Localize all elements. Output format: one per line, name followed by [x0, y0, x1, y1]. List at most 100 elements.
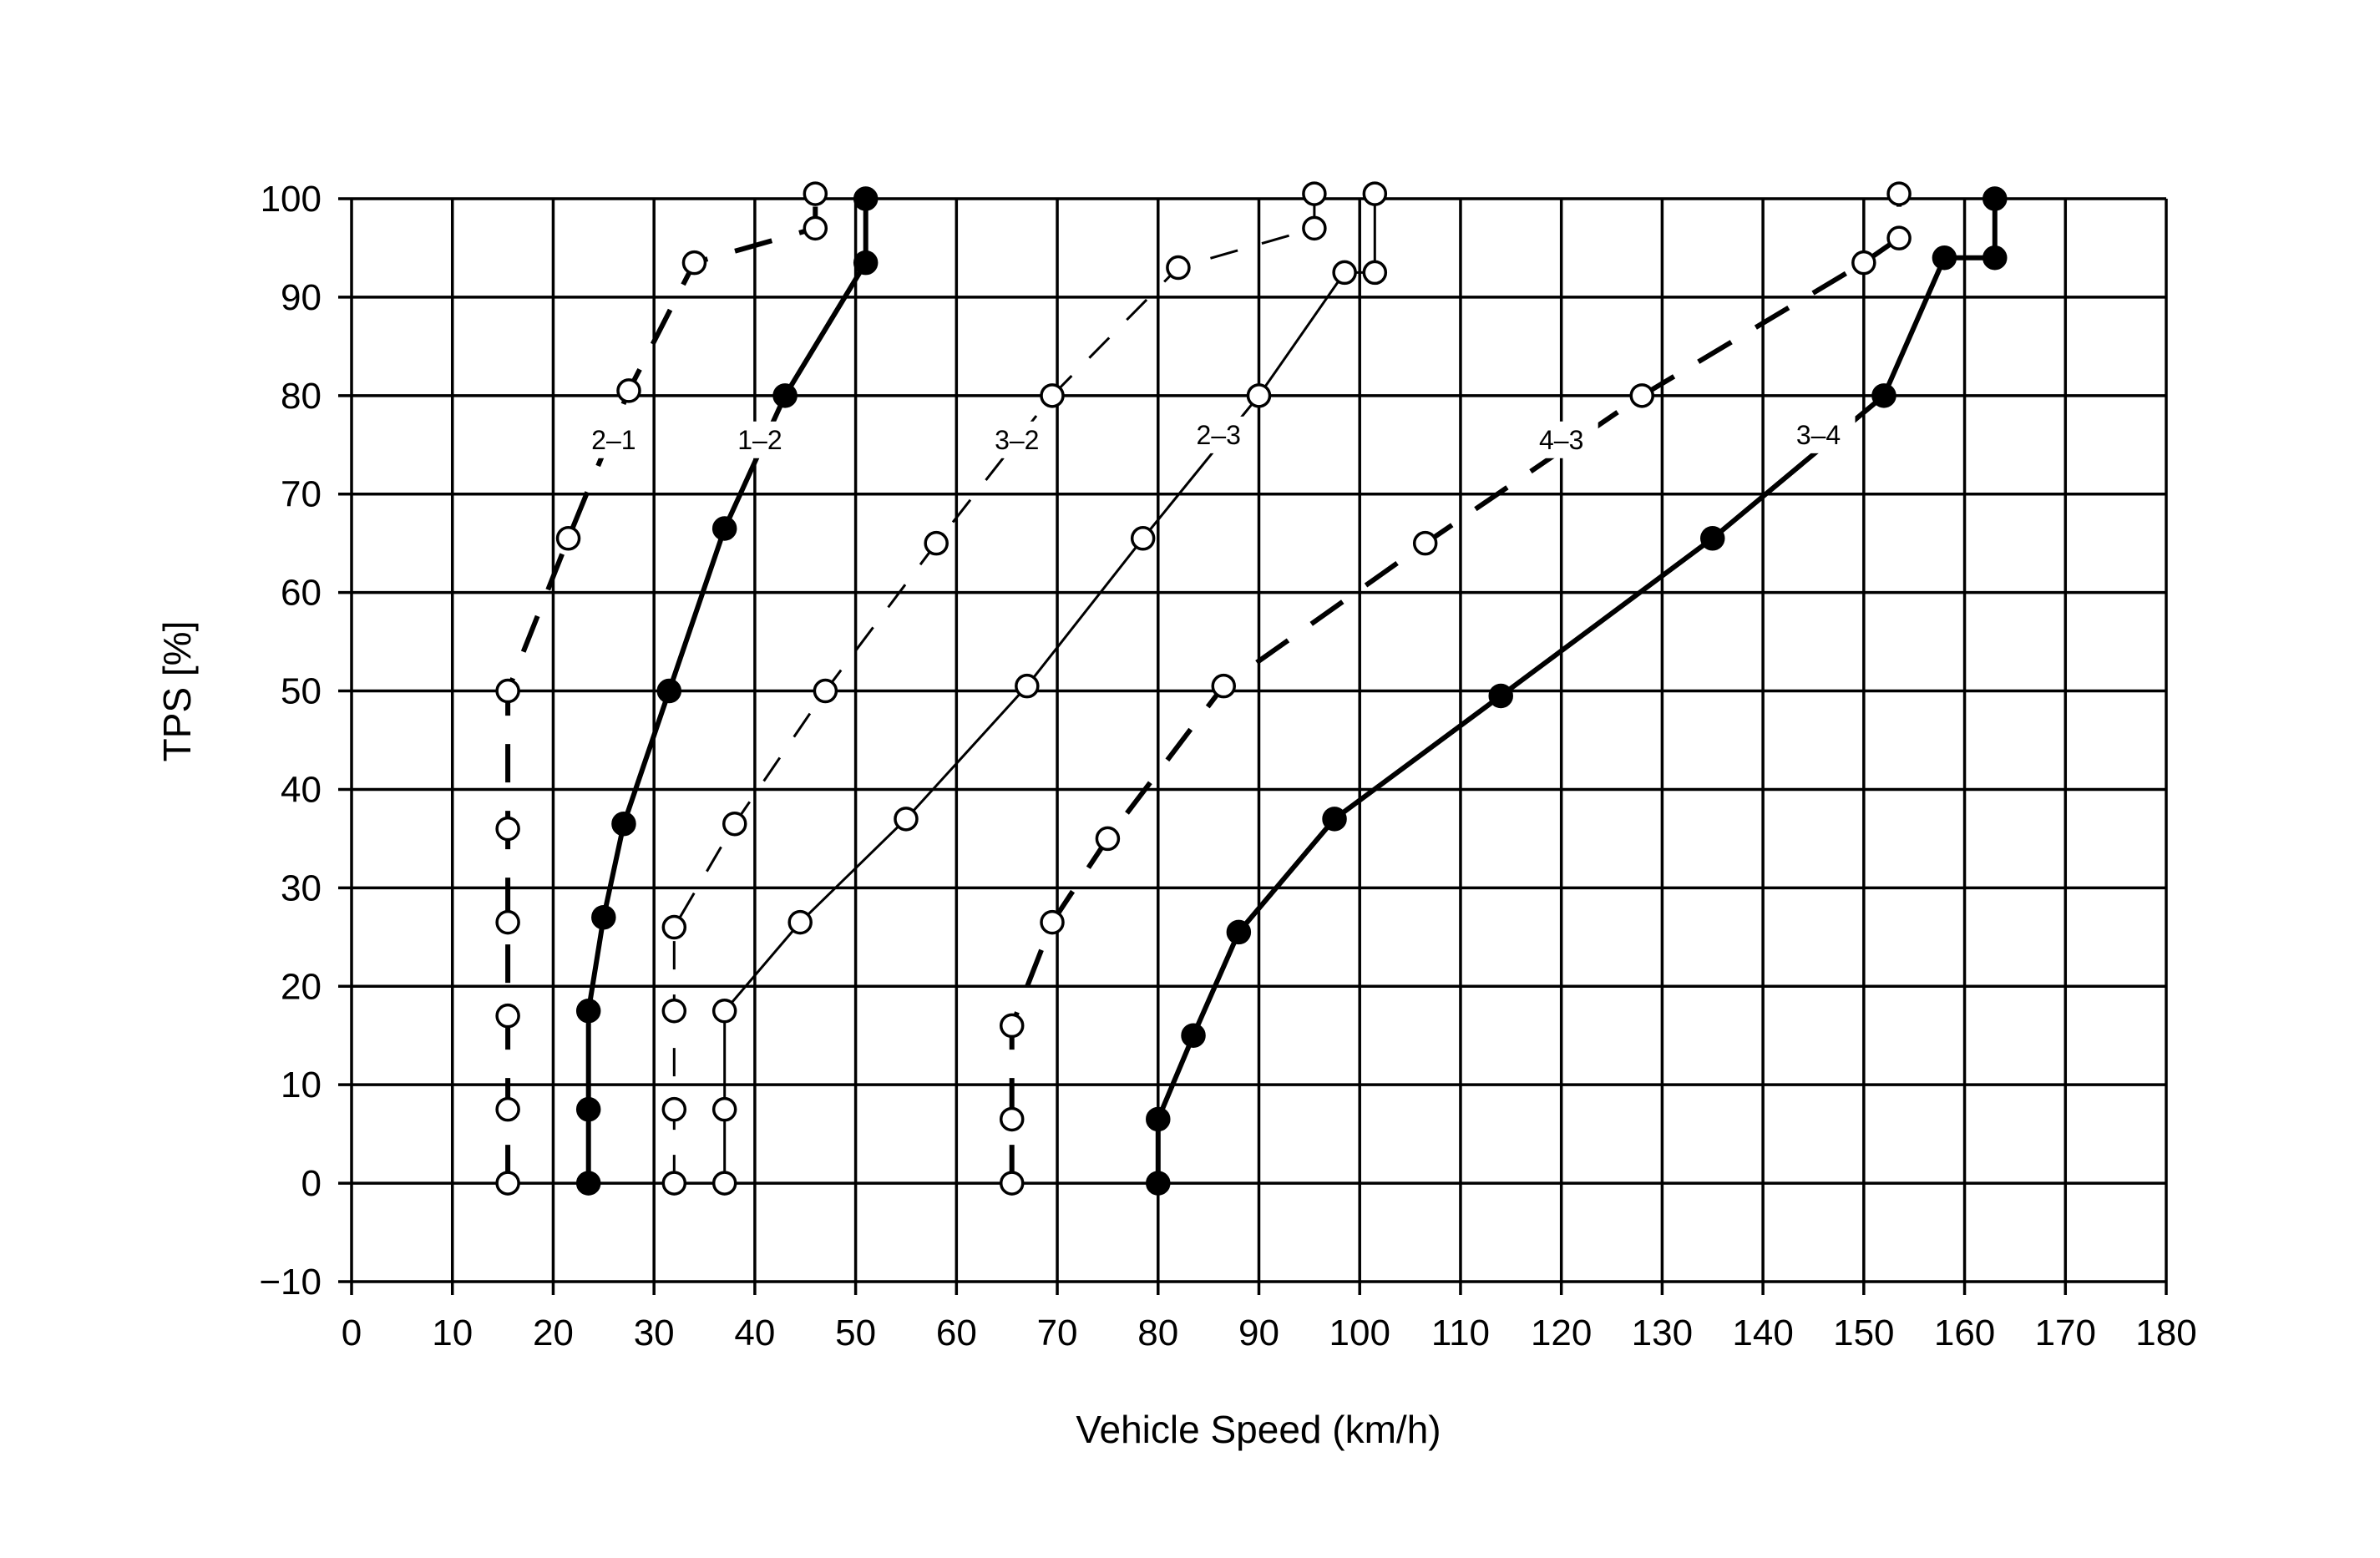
- data-point-1-2: [711, 516, 737, 541]
- y-tick-label: 70: [281, 474, 322, 515]
- data-point-1-2: [853, 186, 879, 211]
- data-point-4-3: [1886, 225, 1912, 250]
- data-point-4-3: [1851, 250, 1876, 276]
- data-point-3-2: [813, 678, 838, 704]
- data-point-3-2: [661, 914, 687, 940]
- data-point-2-3: [711, 999, 737, 1024]
- x-tick-label: 180: [2135, 1313, 2196, 1353]
- data-point-4-3: [1040, 909, 1065, 935]
- data-point-2-3: [1332, 260, 1357, 286]
- data-point-2-1: [803, 215, 828, 241]
- data-point-2-1: [495, 816, 520, 842]
- data-point-3-4: [1322, 807, 1347, 832]
- data-point-1-2: [853, 250, 879, 276]
- data-point-3-4: [1146, 1171, 1171, 1196]
- x-tick-label: 80: [1137, 1313, 1178, 1353]
- series-label-2-1: 2–1: [591, 425, 636, 455]
- series-label-4-3: 4–3: [1539, 425, 1583, 455]
- data-point-3-2: [1040, 383, 1065, 408]
- y-tick-label: 60: [281, 573, 322, 614]
- x-tick-label: 10: [432, 1313, 473, 1353]
- data-point-3-4: [1181, 1023, 1206, 1048]
- data-point-2-3: [1246, 383, 1272, 408]
- data-point-2-3: [894, 807, 919, 832]
- x-tick-label: 120: [1531, 1313, 1592, 1353]
- series: [505, 194, 1998, 1184]
- x-tick-label: 60: [936, 1313, 977, 1353]
- y-tick-label: 10: [281, 1065, 322, 1105]
- data-point-1-2: [611, 811, 636, 837]
- data-point-3-4: [1982, 186, 2008, 211]
- x-tick-label: 100: [1329, 1313, 1390, 1353]
- data-point-3-2: [661, 1171, 687, 1196]
- series-label-bg: [1524, 421, 1598, 458]
- data-point-2-1: [681, 250, 707, 276]
- data-point-2-3: [787, 909, 813, 935]
- series-label-bg: [1781, 416, 1856, 453]
- series-labels: 2–1 1–2 3–2 2–3 4–3 3–4: [576, 416, 1856, 458]
- data-point-2-3: [1362, 260, 1388, 286]
- data-point-3-4: [1982, 245, 2008, 271]
- data-point-2-1: [555, 526, 581, 551]
- y-tick-label: 0: [301, 1163, 322, 1204]
- data-point-3-2: [722, 811, 747, 837]
- series-line-1-2: [585, 199, 868, 1184]
- x-tick-label: 160: [1934, 1313, 1995, 1353]
- data-point-2-3: [1015, 673, 1040, 699]
- data-point-2-1: [495, 1003, 520, 1029]
- data-point-2-1: [803, 181, 828, 206]
- y-tick-label: 80: [281, 376, 322, 417]
- x-tick-label: 140: [1732, 1313, 1793, 1353]
- data-point-3-4: [1700, 526, 1725, 551]
- series-line-4-3: [1009, 194, 1902, 1184]
- y-tick-label: 100: [261, 179, 322, 220]
- data-point-2-3: [711, 1171, 737, 1196]
- grid: [338, 197, 2168, 1295]
- data-point-4-3: [999, 1013, 1025, 1039]
- data-point-1-2: [656, 678, 682, 704]
- data-point-4-3: [1095, 826, 1121, 852]
- data-point-4-3: [1412, 530, 1438, 556]
- data-point-1-2: [575, 1096, 601, 1122]
- data-point-3-4: [1871, 383, 1896, 408]
- data-point-3-2: [661, 999, 687, 1024]
- data-point-3-4: [1226, 919, 1252, 945]
- x-tick-label: 50: [835, 1313, 876, 1353]
- data-point-3-4: [1146, 1106, 1171, 1132]
- y-tick-label: 30: [281, 868, 322, 908]
- data-point-3-2: [1302, 215, 1327, 241]
- x-axis-title: Vehicle Speed (km/h): [1076, 1408, 1441, 1451]
- data-point-3-2: [661, 1096, 687, 1122]
- x-tick-label: 110: [1431, 1313, 1490, 1353]
- data-point-2-1: [495, 1096, 520, 1122]
- data-point-2-3: [1130, 526, 1156, 551]
- x-tick-label: 40: [734, 1313, 775, 1353]
- data-point-1-2: [575, 999, 601, 1024]
- data-point-2-1: [495, 909, 520, 935]
- y-tick-label: −10: [259, 1262, 322, 1303]
- y-axis-title: TPS [%]: [155, 621, 199, 762]
- data-point-2-3: [1362, 181, 1388, 206]
- data-point-4-3: [999, 1106, 1025, 1132]
- data-point-4-3: [1629, 383, 1654, 408]
- data-point-3-2: [1302, 181, 1327, 206]
- markers: [495, 181, 2008, 1196]
- y-tick-label: 20: [281, 966, 322, 1007]
- series-label-1-2: 1–2: [737, 425, 782, 455]
- data-point-2-1: [616, 378, 641, 403]
- data-point-3-2: [924, 530, 949, 556]
- series-label-3-2: 3–2: [995, 425, 1039, 455]
- series-label-bg: [722, 421, 797, 458]
- data-point-1-2: [575, 1171, 601, 1196]
- tick-labels: 0 10 20 30 40 50 60 70 80 90 100 110 120 130 140 150 160…: [259, 179, 2196, 1353]
- x-tick-label: 130: [1632, 1313, 1693, 1353]
- y-tick-label: 50: [281, 671, 322, 712]
- series-label-bg: [576, 421, 651, 458]
- x-tick-label: 150: [1833, 1313, 1894, 1353]
- data-point-2-3: [711, 1096, 737, 1122]
- series-label-2-3: 2–3: [1197, 420, 1241, 450]
- x-tick-label: 30: [634, 1313, 675, 1353]
- series-label-bg: [1182, 416, 1256, 453]
